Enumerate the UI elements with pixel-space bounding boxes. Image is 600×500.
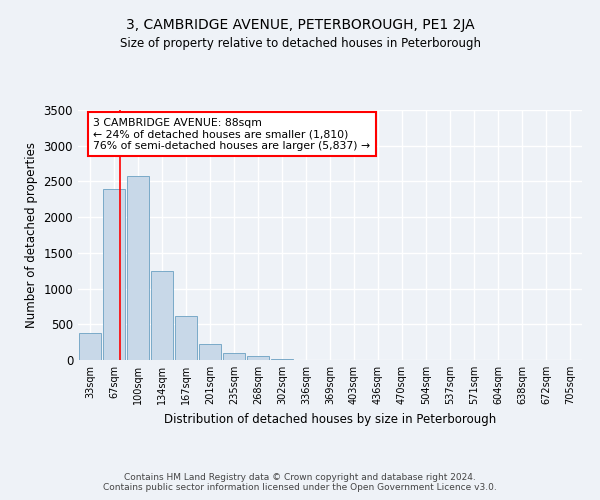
Bar xyxy=(271,358,293,360)
Text: 3, CAMBRIDGE AVENUE, PETERBOROUGH, PE1 2JA: 3, CAMBRIDGE AVENUE, PETERBOROUGH, PE1 2… xyxy=(125,18,475,32)
Bar xyxy=(247,356,269,360)
Text: Size of property relative to detached houses in Peterborough: Size of property relative to detached ho… xyxy=(119,38,481,51)
Bar xyxy=(127,176,149,360)
Bar xyxy=(223,353,245,360)
Bar xyxy=(175,316,197,360)
Bar xyxy=(199,344,221,360)
Bar xyxy=(151,270,173,360)
Bar xyxy=(103,190,125,360)
X-axis label: Distribution of detached houses by size in Peterborough: Distribution of detached houses by size … xyxy=(164,412,496,426)
Bar xyxy=(79,333,101,360)
Y-axis label: Number of detached properties: Number of detached properties xyxy=(25,142,38,328)
Text: Contains HM Land Registry data © Crown copyright and database right 2024.
Contai: Contains HM Land Registry data © Crown c… xyxy=(103,473,497,492)
Text: 3 CAMBRIDGE AVENUE: 88sqm
← 24% of detached houses are smaller (1,810)
76% of se: 3 CAMBRIDGE AVENUE: 88sqm ← 24% of detac… xyxy=(93,118,370,150)
